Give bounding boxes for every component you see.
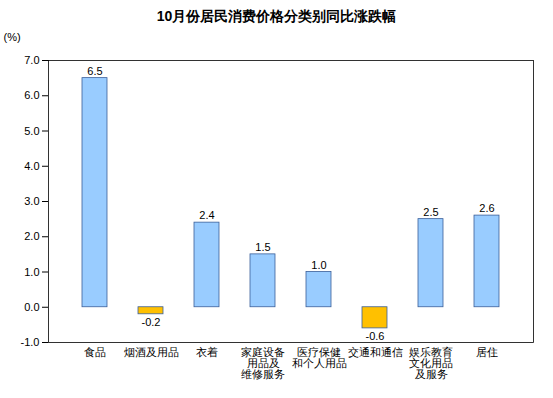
svg-text:娱乐教育文化用品及服务: 娱乐教育文化用品及服务 bbox=[409, 346, 453, 380]
svg-text:衣着: 衣着 bbox=[196, 346, 218, 358]
svg-text:6.5: 6.5 bbox=[87, 65, 102, 77]
svg-text:4.0: 4.0 bbox=[24, 160, 39, 172]
svg-text:5.0: 5.0 bbox=[24, 125, 39, 137]
svg-text:居住: 居住 bbox=[476, 346, 498, 358]
svg-text:医疗保健和个人用品: 医疗保健和个人用品 bbox=[292, 346, 347, 369]
svg-text:3.0: 3.0 bbox=[24, 195, 39, 207]
svg-text:食品: 食品 bbox=[84, 346, 106, 358]
svg-text:2.5: 2.5 bbox=[423, 206, 438, 218]
svg-text:1.0: 1.0 bbox=[311, 259, 326, 271]
svg-text:-0.6: -0.6 bbox=[366, 330, 385, 342]
svg-text:-0.2: -0.2 bbox=[142, 316, 161, 328]
svg-text:交通和通信: 交通和通信 bbox=[348, 346, 403, 358]
html-text:10月份居民消费价格分类别同比涨跌幅: 10月份居民消费价格分类别同比涨跌幅 bbox=[156, 8, 397, 24]
svg-text:7.0: 7.0 bbox=[24, 54, 39, 66]
svg-text:(%): (%) bbox=[4, 31, 21, 43]
svg-text:2.0: 2.0 bbox=[24, 230, 39, 242]
svg-text:0.0: 0.0 bbox=[24, 301, 39, 313]
svg-text:2.6: 2.6 bbox=[479, 202, 494, 214]
svg-text:1.5: 1.5 bbox=[255, 241, 270, 253]
svg-text:2.4: 2.4 bbox=[199, 209, 214, 221]
svg-text:-1.0: -1.0 bbox=[21, 336, 40, 348]
svg-text:烟酒及用品: 烟酒及用品 bbox=[124, 346, 179, 358]
svg-text:家庭设备用品及维修服务: 家庭设备用品及维修服务 bbox=[241, 346, 285, 380]
svg-text:6.0: 6.0 bbox=[24, 89, 39, 101]
svg-text:1.0: 1.0 bbox=[24, 266, 39, 278]
